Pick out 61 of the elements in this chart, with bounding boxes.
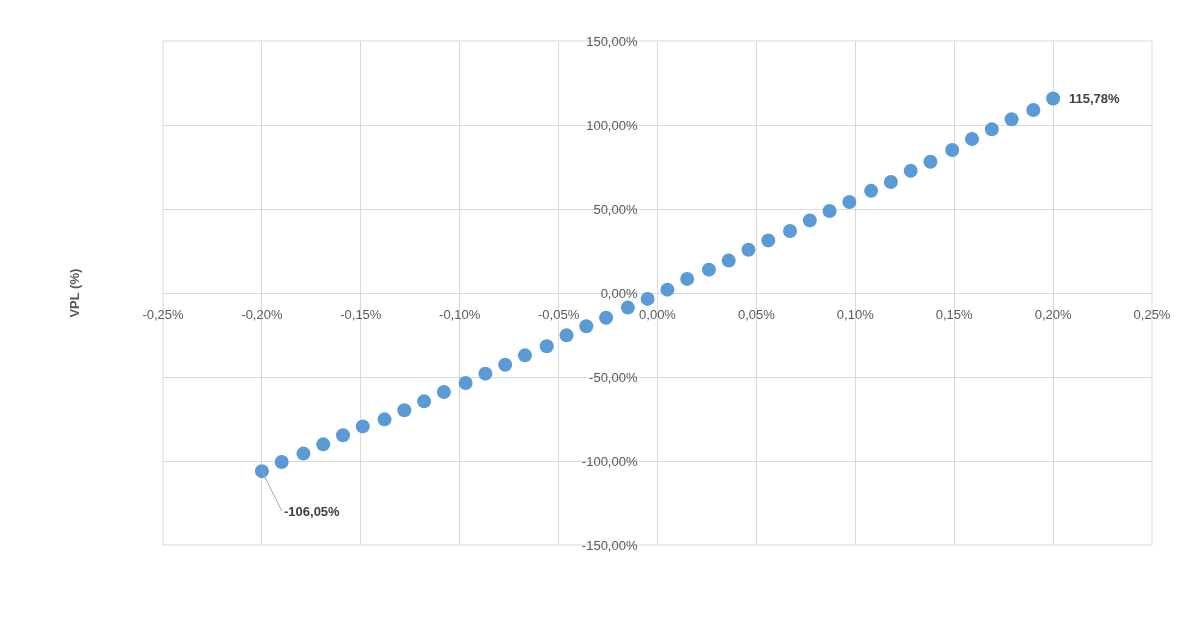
y-tick-label: -150,00% [581,537,638,553]
point [539,339,554,354]
point [498,357,513,372]
point [1026,103,1041,118]
point [274,455,289,469]
point [761,233,776,248]
point [377,412,392,427]
point [1046,91,1061,106]
point [864,183,879,198]
point [721,253,736,268]
x-tick-label: -0,20% [241,307,283,322]
point [923,154,938,169]
x-tick-label: 0,05% [737,307,776,322]
y-tick-label: -50,00% [589,369,638,385]
point [599,310,614,325]
point [741,242,756,257]
point [1004,112,1019,127]
y-tick-label: 150,00% [586,33,638,49]
point [355,419,370,434]
point [680,271,695,286]
point [903,163,918,178]
point [783,224,798,238]
x-tick-label: -0,10% [439,307,481,322]
point [579,319,594,334]
x-tick-label: 0,20% [1034,307,1072,322]
x-tick-label: 0,00% [639,307,677,322]
point [316,437,331,452]
x-tick-label: -0,05% [538,307,580,322]
point [640,291,655,306]
x-tick-label: 0,25% [1133,307,1171,322]
point [436,384,451,399]
point [254,464,269,479]
point [822,204,837,219]
point [620,300,635,315]
point [517,348,532,363]
y-axis-title: VPL (%) [66,268,82,318]
point [660,282,675,297]
point [701,262,716,277]
y-tick-label: -100,00% [581,453,638,469]
y-tick-label: 100,00% [586,117,638,133]
point [842,194,857,209]
point [559,328,574,343]
x-tick-label: 0,15% [935,307,974,322]
point [478,366,493,381]
point [984,122,999,137]
x-tick-label: -0,25% [142,307,185,322]
point [802,213,817,228]
point [458,376,473,391]
point [397,403,412,418]
x-tick-label: 0,10% [836,307,875,322]
point [965,131,979,146]
data-label: 115,78% [1069,91,1121,106]
point [336,428,350,443]
point [296,446,311,461]
y-tick-label: 50,00% [593,201,638,217]
point [945,143,960,158]
y-tick-label: 0,00% [600,285,638,301]
data-label: -106,05% [284,504,341,519]
point [417,394,432,409]
x-tick-label: -0,15% [340,307,382,322]
point [883,174,898,189]
